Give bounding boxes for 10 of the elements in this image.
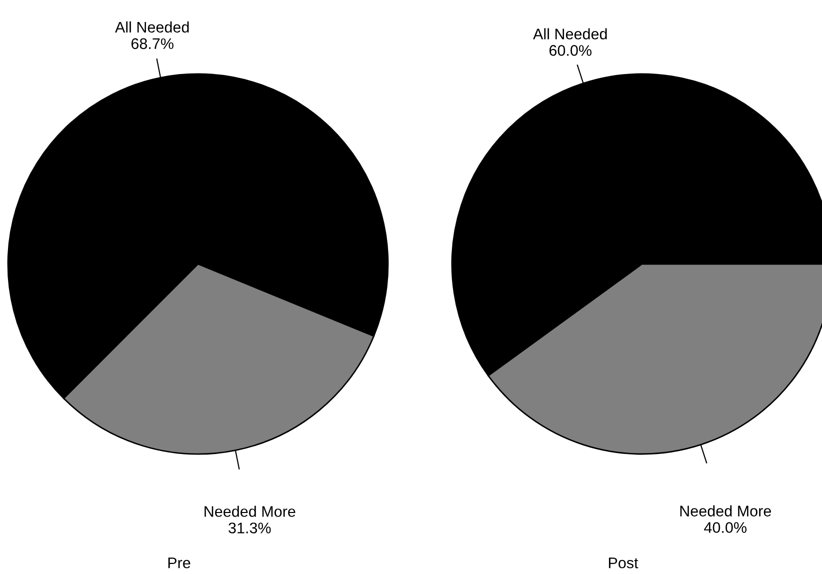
data-label: 68.7% [131, 38, 174, 50]
data-label: 60.0% [549, 45, 592, 56]
slice-label: Needed More [204, 506, 296, 517]
data-label: 40.0% [704, 522, 746, 533]
text: Pre [168, 558, 190, 568]
slice-label: Needed More [680, 505, 771, 516]
slice-label: All Needed [533, 28, 607, 40]
text: Post [608, 558, 638, 568]
slice-label: All Needed [115, 21, 189, 33]
data-label: 31.3% [228, 522, 271, 534]
